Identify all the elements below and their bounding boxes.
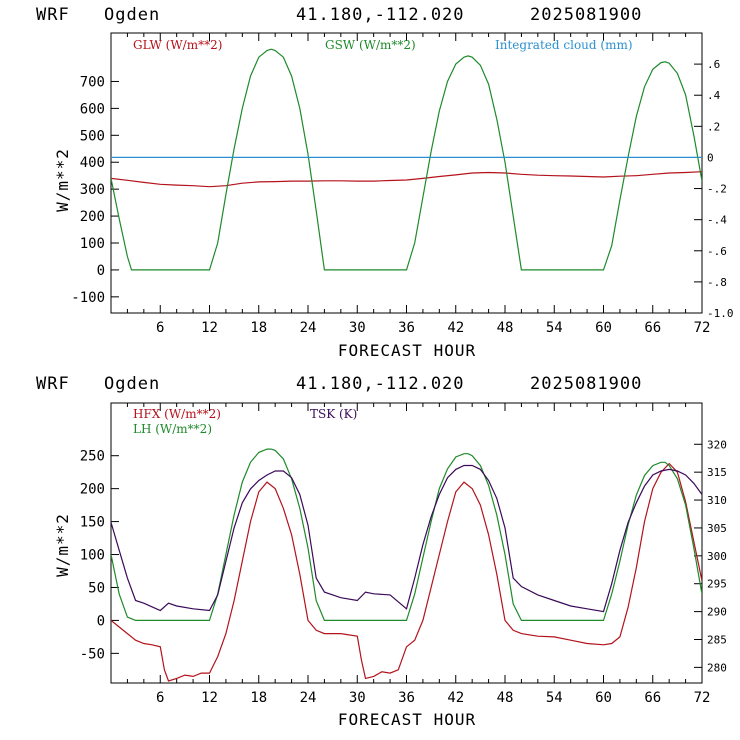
y2-tick-label: 290 [707,606,727,619]
panel2-coords: 41.180,-112.020 [296,374,465,394]
y2-tick-label: 320 [707,438,727,451]
y-tick-label: -100 [71,290,105,306]
x-tick-label: 36 [398,690,415,706]
panel1-coords: 41.180,-112.020 [296,5,465,25]
panel1-ylabel: W/m**2 [53,148,72,212]
y2-tick-label: -.6 [707,245,727,258]
y-tick-label: 250 [80,449,105,465]
legend-entry: HFX (W/m**2) [133,407,221,421]
legend-entry: LH (W/m**2) [133,422,212,436]
y2-tick-label: .6 [707,58,720,71]
x-tick-label: 66 [644,690,661,706]
x-tick-label: 54 [546,320,563,336]
panel1-header: WRF Ogden 41.180,-112.020 2025081900 [36,5,642,25]
y2-tick-label: -1.0 [707,307,734,320]
x-tick-label: 24 [300,690,317,706]
panel1-site: Ogden [104,5,160,25]
y2-tick-label: 280 [707,661,727,674]
y-tick-label: 700 [80,74,105,90]
legend-entry: GSW (W/m**2) [325,38,416,52]
legend-entry: TSK (K) [310,407,357,421]
x-tick-label: 6 [156,690,164,706]
legend-entry: Integrated cloud (mm) [495,38,633,52]
x-tick-label: 30 [349,320,366,336]
y2-tick-label: 295 [707,578,727,591]
y-tick-label: 200 [80,209,105,225]
y2-tick-label: 300 [707,550,727,563]
x-tick-label: 60 [595,690,612,706]
panel2-header: WRF Ogden 41.180,-112.020 2025081900 [36,374,642,394]
x-tick-label: 12 [201,320,218,336]
series-line-2 [111,48,702,271]
y2-tick-label: 285 [707,633,727,646]
x-tick-label: 18 [250,690,267,706]
y2-tick-label: -.4 [707,214,727,227]
x-tick-label: 42 [447,690,464,706]
panel2-xlabel: FORECAST HOUR [338,710,476,729]
y-tick-label: 100 [80,236,105,252]
plot-frame [110,402,703,684]
series-line-1 [111,171,702,188]
panel1-plot: 6 12 18 24 30 36 42 48 54 60 66 72 -100 0 100 200 300 400… [71,32,734,336]
panel2-model: WRF [36,374,70,394]
x-tick-label: 30 [349,690,366,706]
x-tick-label: 24 [300,320,317,336]
x-tick-label: 12 [201,690,218,706]
x-tick-label: 60 [595,320,612,336]
x-tick-label: 54 [546,690,563,706]
y-tick-label: 300 [80,182,105,198]
series-line-3 [111,464,702,613]
panel1-model: WRF [36,5,70,25]
y2-tick-label: 0 [707,151,714,164]
y-tick-label: 600 [80,101,105,117]
y2-tick-label: 310 [707,494,727,507]
panel2-plot: 6 12 18 24 30 36 42 48 54 60 66 72 -50 0 50 100 150 200 25… [80,402,727,706]
y2-tick-label: 315 [707,466,727,479]
y2-tick-label: -.2 [707,183,727,196]
x-tick-label: 42 [447,320,464,336]
y-tick-label: 0 [97,613,105,629]
y-tick-label: 150 [80,515,105,531]
x-tick-label: 36 [398,320,415,336]
y-tick-label: 0 [97,263,105,279]
y-tick-label: 100 [80,548,105,564]
y2-tick-label: .2 [707,120,720,133]
series-line-1 [111,462,702,682]
panel2-ylabel: W/m**2 [53,513,72,577]
y2-tick-label: 305 [707,522,727,535]
panel1-date: 2025081900 [530,5,642,25]
x-tick-label: 66 [644,320,661,336]
x-tick-label: 48 [497,320,514,336]
y2-tick-label: .4 [707,89,721,102]
plot-frame [110,32,703,314]
y2-tick-label: -.8 [707,276,727,289]
x-tick-label: 72 [694,320,711,336]
y-tick-label: 200 [80,482,105,498]
x-tick-label: 18 [250,320,267,336]
legend-entry: GLW (W/m**2) [133,38,222,52]
y-tick-label: 400 [80,155,105,171]
y-tick-label: -50 [80,646,105,662]
panel2-date: 2025081900 [530,374,642,394]
x-tick-label: 48 [497,690,514,706]
x-tick-label: 72 [694,690,711,706]
series-line-2 [111,448,702,621]
panel1-xlabel: FORECAST HOUR [338,341,476,360]
panel2-site: Ogden [104,374,160,394]
x-tick-label: 6 [156,320,164,336]
y-tick-label: 500 [80,128,105,144]
y-tick-label: 50 [88,580,105,596]
